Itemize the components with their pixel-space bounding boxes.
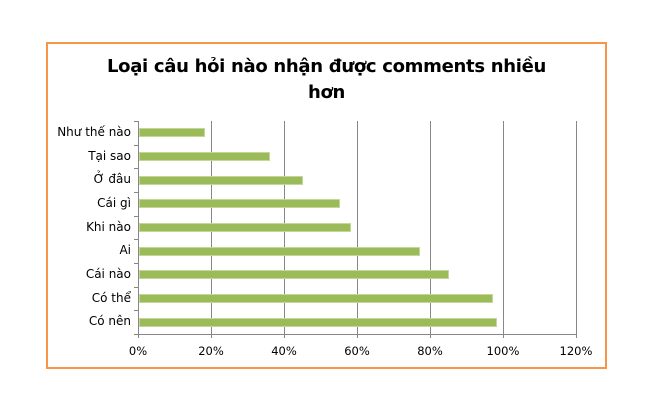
category-label: Có thể — [91, 291, 131, 305]
category-label: Ở đâu — [93, 172, 131, 186]
gridline — [430, 121, 431, 334]
chart-title-line-1: Loại câu hỏi nào nhận được comments nhiề… — [106, 56, 547, 77]
bar-4 — [139, 223, 351, 232]
chart-title-line-2: hơn — [307, 82, 346, 103]
bar-7 — [139, 294, 493, 303]
x-tick-label: 80% — [417, 344, 443, 358]
category-label: Khi nào — [86, 220, 131, 234]
y-tick — [134, 287, 138, 288]
gridline — [503, 121, 504, 334]
category-label: Ai — [119, 243, 131, 257]
x-tick-label: 100% — [486, 344, 520, 358]
category-label: Tại sao — [88, 149, 131, 163]
gridline — [576, 121, 577, 334]
y-tick — [134, 192, 138, 193]
x-tick-label: 40% — [271, 344, 297, 358]
x-tick — [430, 334, 431, 338]
x-tick — [503, 334, 504, 338]
y-tick — [134, 168, 138, 169]
y-tick — [134, 334, 138, 335]
x-axis — [134, 334, 577, 335]
category-label: Cái gì — [97, 196, 131, 210]
bar-3 — [139, 199, 340, 208]
category-label: Có nên — [88, 314, 131, 328]
category-label: Cái nào — [85, 267, 131, 281]
bar-6 — [139, 270, 449, 279]
bar-5 — [139, 247, 420, 256]
x-tick-label: 60% — [344, 344, 370, 358]
bar-1 — [139, 152, 270, 161]
y-tick — [134, 145, 138, 146]
x-tick — [138, 334, 139, 338]
y-tick — [134, 263, 138, 264]
y-axis — [138, 121, 139, 334]
y-tick — [134, 239, 138, 240]
y-tick — [134, 216, 138, 217]
x-tick — [284, 334, 285, 338]
x-tick — [211, 334, 212, 338]
bar-2 — [139, 176, 303, 185]
x-tick — [576, 334, 577, 338]
bar-0 — [139, 128, 205, 137]
x-tick-label: 20% — [198, 344, 224, 358]
x-tick — [357, 334, 358, 338]
x-tick-label: 0% — [128, 344, 148, 358]
y-tick — [134, 121, 138, 122]
chart-title: Loại câu hỏi nào nhận được comments nhiề… — [48, 54, 605, 106]
gridline — [357, 121, 358, 334]
bar-8 — [139, 318, 497, 327]
y-tick — [134, 310, 138, 311]
category-label: Như thế nào — [57, 125, 131, 139]
x-tick-label: 120% — [559, 344, 593, 358]
